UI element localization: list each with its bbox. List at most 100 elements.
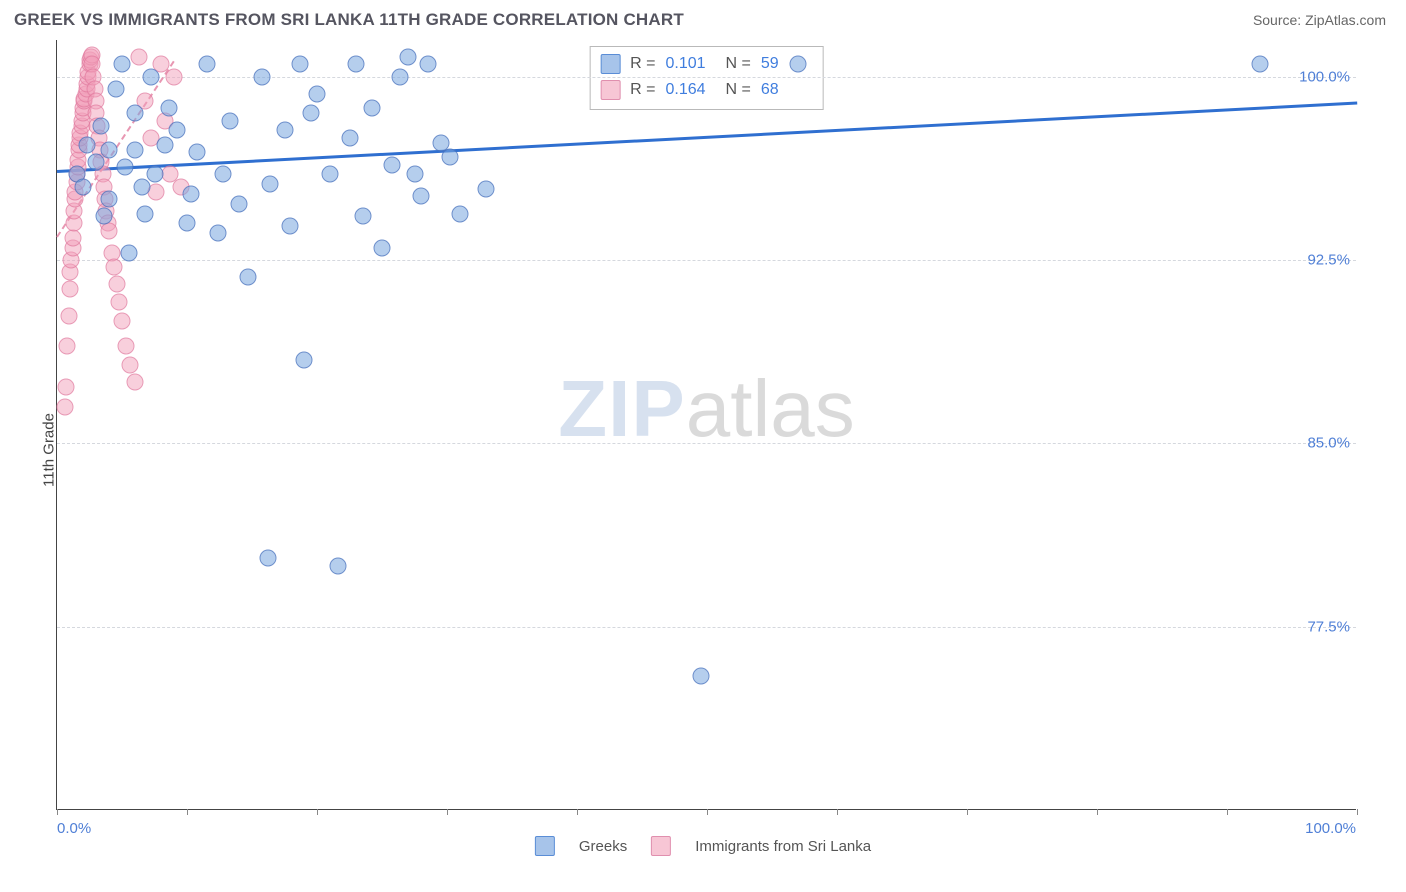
stats-legend-box: R = 0.101 N = 59 R = 0.164 N = 68 [589,46,824,110]
chart-title: GREEK VS IMMIGRANTS FROM SRI LANKA 11TH … [14,10,684,30]
data-point [133,178,150,195]
y-tick-label: 85.0% [1307,435,1350,452]
data-point [182,186,199,203]
data-point [292,56,309,73]
data-point [179,215,196,232]
watermark-zip: ZIP [558,364,685,453]
x-tick-mark [1357,809,1358,815]
data-point [137,205,154,222]
data-point [262,176,279,193]
data-point [62,281,79,298]
x-tick-mark [577,809,578,815]
data-point [127,105,144,122]
trend-line [57,101,1357,172]
n-label: N = [726,77,751,103]
chart-header: GREEK VS IMMIGRANTS FROM SRI LANKA 11TH … [0,0,1406,38]
x-tick-mark [57,809,58,815]
x-tick-mark [187,809,188,815]
gridline [57,443,1356,444]
data-point [384,156,401,173]
data-point [127,142,144,159]
source-label: Source: ZipAtlas.com [1253,12,1386,28]
watermark: ZIPatlas [558,363,854,455]
data-point [114,313,131,330]
y-tick-label: 100.0% [1299,68,1350,85]
data-point [441,149,458,166]
data-point [166,68,183,85]
legend-greeks-label: Greeks [579,838,627,855]
data-point [78,137,95,154]
data-point [93,117,110,134]
watermark-atlas: atlas [686,364,855,453]
n-label: N = [726,51,751,77]
data-point [101,142,118,159]
x-axis-start-label: 0.0% [57,820,91,837]
data-point [108,276,125,293]
data-point [101,222,118,239]
swatch-icon [535,836,555,856]
r-label: R = [630,51,655,77]
stats-row-greeks: R = 0.101 N = 59 [600,51,811,77]
data-point [413,188,430,205]
data-point [198,56,215,73]
x-tick-mark [1097,809,1098,815]
data-point [322,166,339,183]
y-tick-label: 77.5% [1307,618,1350,635]
data-point [101,190,118,207]
n-value: 68 [761,77,811,103]
x-tick-mark [447,809,448,815]
data-point [116,159,133,176]
data-point [114,56,131,73]
x-tick-mark [317,809,318,815]
swatch-icon [600,80,620,100]
data-point [121,357,138,374]
stats-row-srilanka: R = 0.164 N = 68 [600,77,811,103]
data-point [160,100,177,117]
data-point [452,205,469,222]
gridline [57,77,1356,78]
data-point [168,122,185,139]
data-point [1251,56,1268,73]
data-point [374,239,391,256]
data-point [189,144,206,161]
data-point [254,68,271,85]
data-point [419,56,436,73]
data-point [64,230,81,247]
data-point [60,308,77,325]
r-value: 0.164 [666,77,716,103]
data-point [59,337,76,354]
x-tick-mark [1227,809,1228,815]
y-tick-label: 92.5% [1307,252,1350,269]
bottom-legend: Greeks Immigrants from Sri Lanka [535,836,871,856]
data-point [259,550,276,567]
data-point [156,137,173,154]
data-point [363,100,380,117]
data-point [107,80,124,97]
data-point [56,398,73,415]
x-tick-mark [837,809,838,815]
swatch-icon [600,54,620,74]
data-point [341,129,358,146]
data-point [348,56,365,73]
data-point [392,68,409,85]
data-point [210,225,227,242]
data-point [215,166,232,183]
x-axis-end-label: 100.0% [1305,820,1356,837]
data-point [221,112,238,129]
swatch-icon [651,836,671,856]
data-point [58,379,75,396]
data-point [329,557,346,574]
legend-srilanka-label: Immigrants from Sri Lanka [695,838,871,855]
plot-region: ZIPatlas R = 0.101 N = 59 R = 0.164 N = … [56,40,1356,810]
data-point [240,269,257,286]
data-point [120,244,137,261]
data-point [117,337,134,354]
y-axis-label: 11th Grade [40,413,57,487]
data-point [111,293,128,310]
data-point [302,105,319,122]
data-point [142,68,159,85]
data-point [130,49,147,66]
data-point [296,352,313,369]
data-point [276,122,293,139]
data-point [146,166,163,183]
